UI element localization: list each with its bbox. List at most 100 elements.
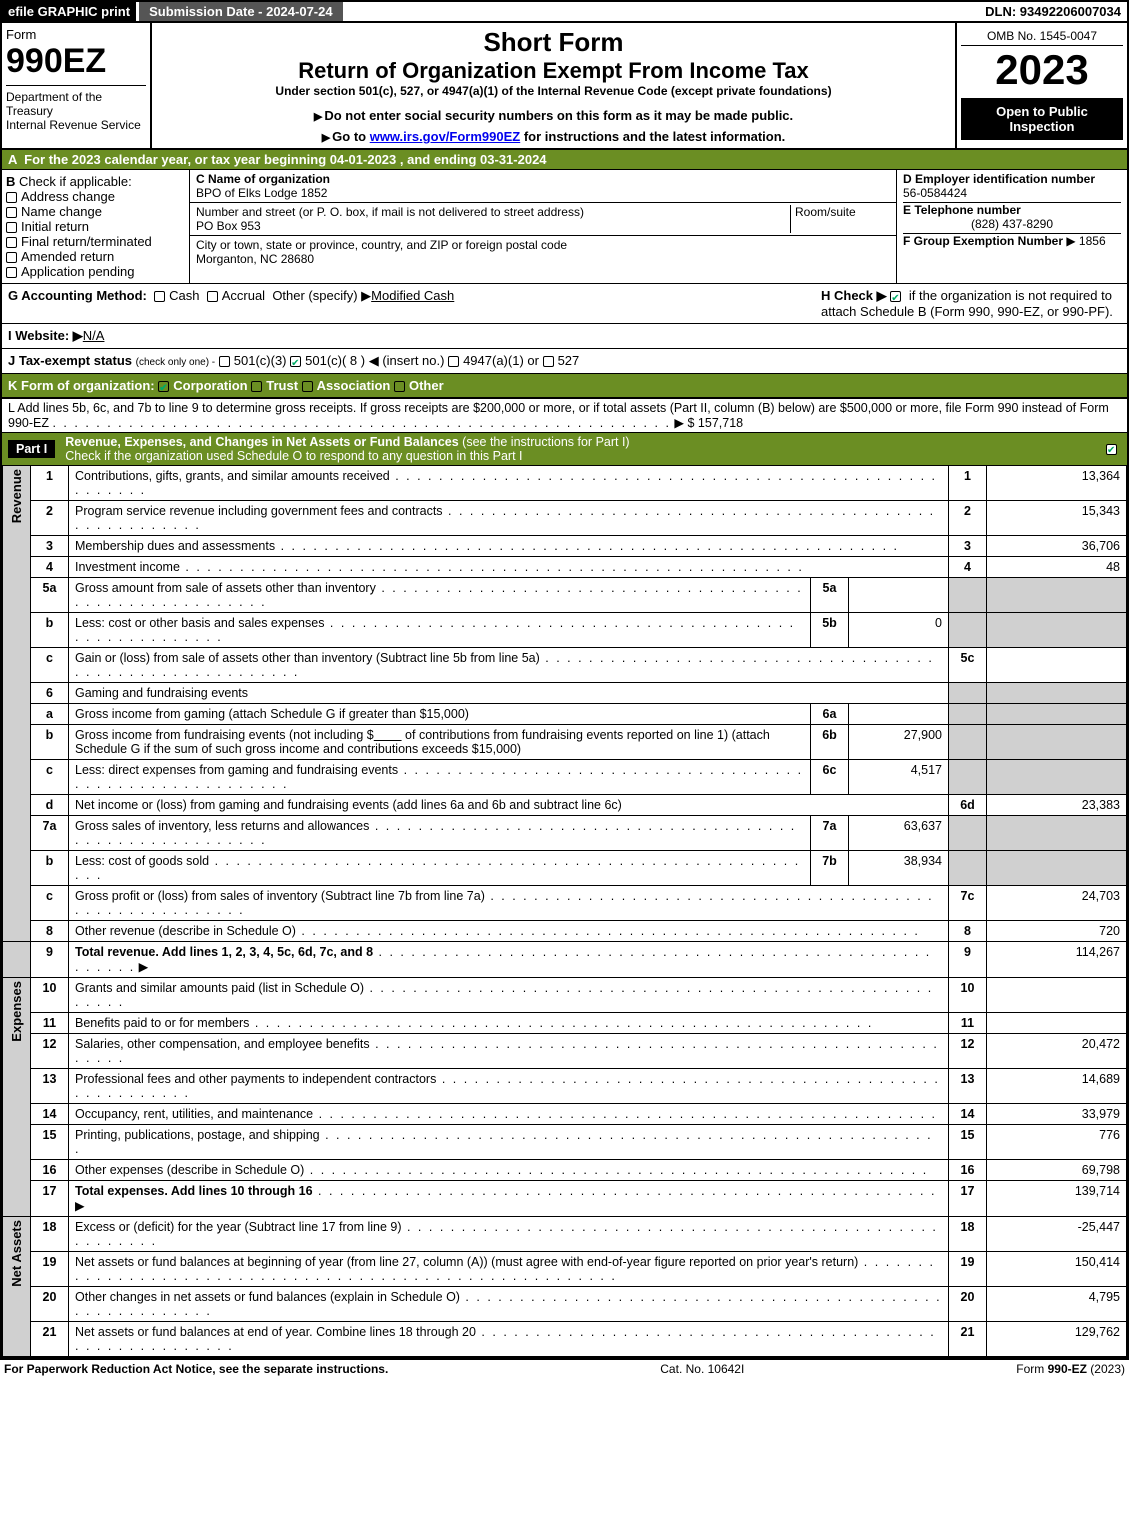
ln-19-a: 150,414 — [987, 1252, 1127, 1287]
submission-date: Submission Date - 2024-07-24 — [139, 2, 343, 21]
ln-1-a: 13,364 — [987, 466, 1127, 501]
ln-6-d: Gaming and fundraising events — [69, 683, 949, 704]
ln-21-n: 21 — [31, 1322, 69, 1357]
j-1: 501(c)( 8 ) ◀ (insert no.) — [305, 353, 444, 368]
chk-pending[interactable] — [6, 267, 17, 278]
chk-other-org[interactable] — [394, 381, 405, 392]
ln-7b-d: Less: cost of goods sold — [75, 854, 209, 868]
ln-13-rn: 13 — [949, 1069, 987, 1104]
ln-6a-n: a — [31, 704, 69, 725]
tel-lbl: E Telephone number — [903, 202, 1121, 217]
ln-6a-sv — [849, 704, 949, 725]
col-C: C Name of organization BPO of Elks Lodge… — [190, 170, 897, 283]
chk-corp[interactable] — [158, 381, 169, 392]
chk-assoc[interactable] — [302, 381, 313, 392]
chk-501c3[interactable] — [219, 356, 230, 367]
ln-18-d: Excess or (deficit) for the year (Subtra… — [75, 1220, 402, 1234]
ln-6a-d: Gross income from gaming (attach Schedul… — [75, 707, 469, 721]
h-label: H Check ▶ — [821, 288, 887, 303]
section-a-f: A For the 2023 calendar year, or tax yea… — [0, 150, 1129, 1359]
ln-15-rn: 15 — [949, 1125, 987, 1160]
irs-link[interactable]: www.irs.gov/Form990EZ — [370, 129, 521, 144]
city: Morganton, NC 28680 — [196, 252, 314, 266]
opt-amended: Amended return — [21, 249, 114, 264]
ln-20-n: 20 — [31, 1287, 69, 1322]
j-0: 501(c)(3) — [234, 353, 287, 368]
part-i-note: (see the instructions for Part I) — [462, 435, 629, 449]
ln-12-n: 12 — [31, 1034, 69, 1069]
ln-7a-n: 7a — [31, 816, 69, 851]
ln-5b-sl: 5b — [811, 613, 849, 648]
j-2: 4947(a)(1) or — [463, 353, 539, 368]
ln-7a-sv: 63,637 — [849, 816, 949, 851]
chk-part-i[interactable] — [1106, 444, 1117, 455]
ln-18-n: 18 — [31, 1217, 69, 1252]
chk-cash[interactable] — [154, 291, 165, 302]
opt-name: Name change — [21, 204, 102, 219]
ln-6a-sl: 6a — [811, 704, 849, 725]
ln-3-a: 36,706 — [987, 536, 1127, 557]
ln-5c-d: Gain or (loss) from sale of assets other… — [75, 651, 540, 665]
chk-trust[interactable] — [251, 381, 262, 392]
ln-6b-sh2 — [987, 725, 1127, 760]
chk-501c[interactable] — [290, 356, 301, 367]
chk-final[interactable] — [6, 237, 17, 248]
ln-6-sh2 — [987, 683, 1127, 704]
ln-21-a: 129,762 — [987, 1322, 1127, 1357]
subtitle: Under section 501(c), 527, or 4947(a)(1)… — [156, 84, 951, 98]
ln-7c-d: Gross profit or (loss) from sales of inv… — [75, 889, 485, 903]
k-label: K Form of organization: — [8, 378, 155, 393]
ln-5b-sh2 — [987, 613, 1127, 648]
lines-table: Revenue 1 Contributions, gifts, grants, … — [2, 465, 1127, 1357]
ln-6b-n: b — [31, 725, 69, 760]
ln-6c-d: Less: direct expenses from gaming and fu… — [75, 763, 398, 777]
ln-10-rn: 10 — [949, 978, 987, 1013]
footer-rb: 990-EZ — [1048, 1362, 1087, 1376]
ln-11-rn: 11 — [949, 1013, 987, 1034]
chk-4947[interactable] — [448, 356, 459, 367]
footer-rc: (2023) — [1087, 1362, 1125, 1376]
l-amount: $ 157,718 — [688, 416, 744, 430]
col-B: B Check if applicable: Address change Na… — [2, 170, 190, 283]
street: PO Box 953 — [196, 219, 261, 233]
short-form-title: Short Form — [156, 27, 951, 58]
part-i-label: Part I — [8, 440, 55, 458]
ln-7a-sh2 — [987, 816, 1127, 851]
ln-21-rn: 21 — [949, 1322, 987, 1357]
chk-address[interactable] — [6, 192, 17, 203]
ln-7c-n: c — [31, 886, 69, 921]
ln-3-rn: 3 — [949, 536, 987, 557]
ln-14-d: Occupancy, rent, utilities, and maintena… — [75, 1107, 313, 1121]
ln-17-a: 139,714 — [987, 1181, 1127, 1217]
ln-16-rn: 16 — [949, 1160, 987, 1181]
ln-15-d: Printing, publications, postage, and shi… — [75, 1128, 320, 1142]
chk-initial[interactable] — [6, 222, 17, 233]
ln-6d-rn: 6d — [949, 795, 987, 816]
org-name: BPO of Elks Lodge 1852 — [196, 186, 327, 200]
note2b: for instructions and the latest informat… — [520, 129, 785, 144]
ln-6c-sl: 6c — [811, 760, 849, 795]
ln-2-d: Program service revenue including govern… — [75, 504, 443, 518]
ln-1-d: Contributions, gifts, grants, and simila… — [75, 469, 390, 483]
ln-5b-n: b — [31, 613, 69, 648]
chk-527[interactable] — [543, 356, 554, 367]
return-title: Return of Organization Exempt From Incom… — [156, 58, 951, 84]
chk-h[interactable] — [890, 291, 901, 302]
chk-accrual[interactable] — [207, 291, 218, 302]
ein: 56-0584424 — [903, 186, 1121, 200]
k-2: Association — [317, 378, 391, 393]
ln-5a-sl: 5a — [811, 578, 849, 613]
ln-4-rn: 4 — [949, 557, 987, 578]
ln-20-rn: 20 — [949, 1287, 987, 1322]
ln-10-n: 10 — [31, 978, 69, 1013]
ln-9-a: 114,267 — [987, 942, 1127, 978]
header-left: Form 990EZ Department of the Treasury In… — [2, 23, 152, 148]
ln-11-a — [987, 1013, 1127, 1034]
chk-amended[interactable] — [6, 252, 17, 263]
ln-14-a: 33,979 — [987, 1104, 1127, 1125]
room-lbl: Room/suite — [795, 205, 856, 219]
ln-13-d: Professional fees and other payments to … — [75, 1072, 436, 1086]
open-inspection: Open to Public Inspection — [961, 98, 1123, 140]
footer-left: For Paperwork Reduction Act Notice, see … — [4, 1362, 388, 1376]
chk-name[interactable] — [6, 207, 17, 218]
